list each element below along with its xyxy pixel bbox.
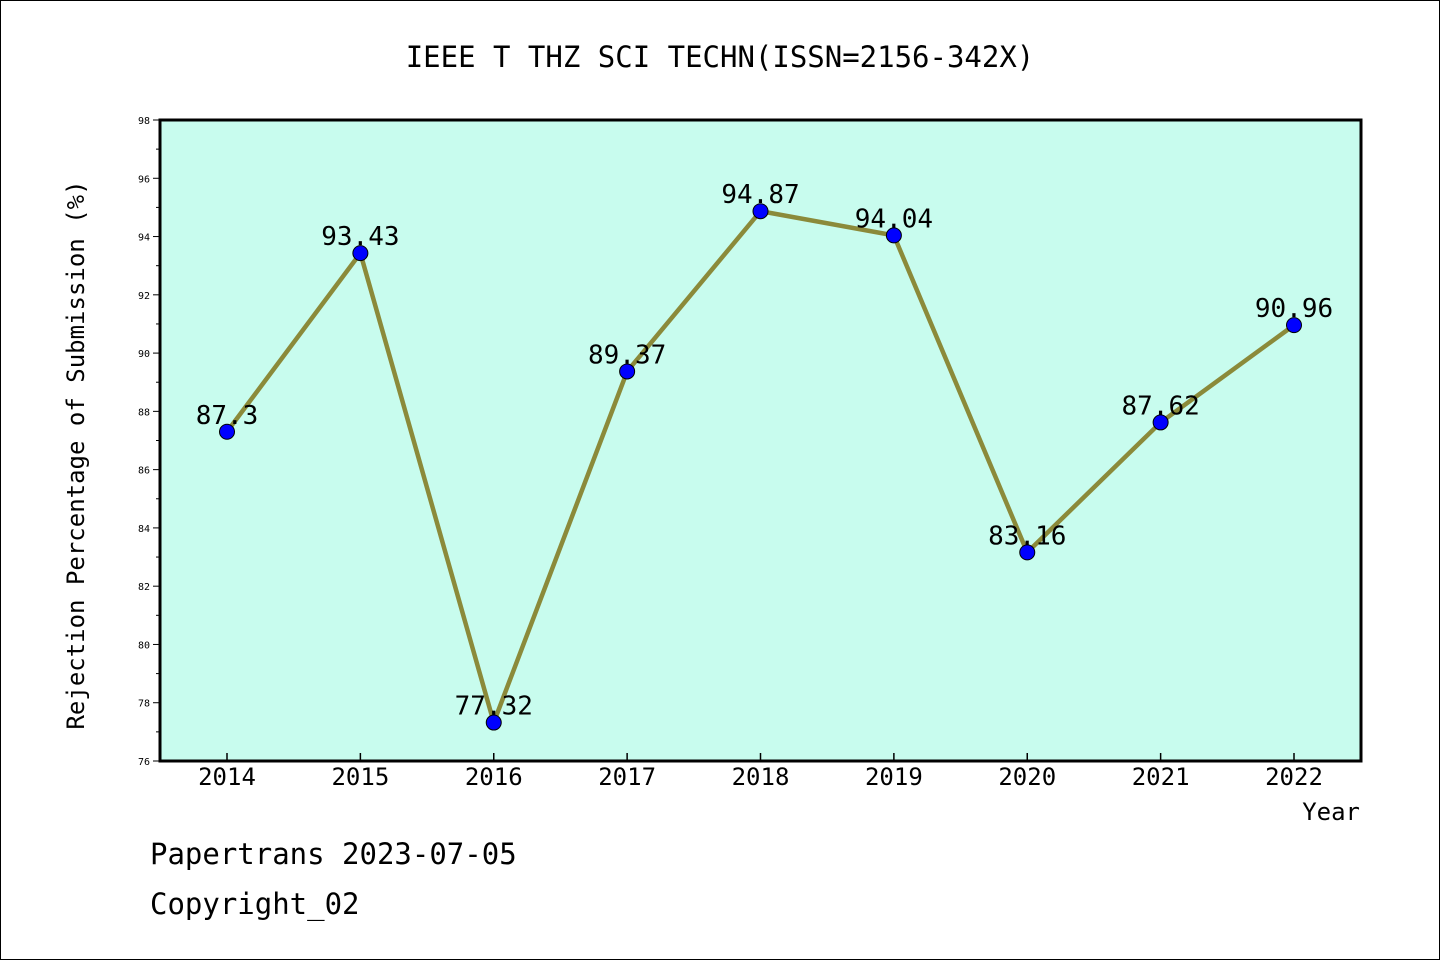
chart-title: IEEE T THZ SCI TECHN(ISSN=2156-342X) bbox=[406, 40, 1035, 74]
data-label-2014: 87.3 bbox=[196, 401, 259, 431]
footer-copyright: Copyright_02 bbox=[150, 887, 360, 922]
data-label-2020: 83.16 bbox=[988, 521, 1066, 551]
data-points bbox=[219, 203, 1302, 731]
x-tick-label-2022: 2022 bbox=[1265, 763, 1323, 791]
data-label-2017: 89.37 bbox=[588, 340, 666, 370]
x-tick-label-2017: 2017 bbox=[598, 763, 656, 791]
y-axis-label: Rejection Percentage of Submission (%) bbox=[62, 180, 90, 729]
x-axis-label: Year bbox=[1302, 798, 1360, 826]
y-tick-label-92: 92 bbox=[138, 291, 150, 302]
data-point-2015 bbox=[352, 245, 369, 262]
data-point-2022 bbox=[1286, 317, 1302, 334]
data-label-2022: 90.96 bbox=[1255, 294, 1333, 324]
y-tick-label-88: 88 bbox=[138, 407, 150, 418]
y-tick-label-94: 94 bbox=[138, 233, 150, 244]
x-tick-label-2019: 2019 bbox=[865, 763, 923, 791]
y-tick-label-78: 78 bbox=[138, 699, 150, 710]
x-tick-label-2014: 2014 bbox=[198, 763, 256, 791]
y-tick-label-84: 84 bbox=[138, 524, 150, 535]
data-point-2021 bbox=[1152, 414, 1169, 431]
data-label-2018: 94.87 bbox=[721, 180, 799, 210]
y-tick-label-96: 96 bbox=[138, 174, 150, 185]
x-tick-label-2020: 2020 bbox=[998, 763, 1056, 791]
x-axis: 2014 2015 2016 2017 2018 2019 2020 2021 2022 bbox=[198, 753, 1323, 791]
y-tick-label-76: 76 bbox=[138, 757, 150, 768]
data-labels: 87.3 93.43 77.32 89.37 94.87 94.04 83.16 87.62 9… bbox=[196, 180, 1333, 721]
data-label-2019: 94.04 bbox=[855, 204, 933, 234]
data-point-2017 bbox=[619, 363, 636, 380]
x-tick-label-2018: 2018 bbox=[732, 763, 790, 791]
data-label-2016: 77.32 bbox=[455, 692, 533, 722]
x-tick-label-2015: 2015 bbox=[331, 763, 389, 791]
x-tick-label-2016: 2016 bbox=[465, 763, 523, 791]
y-tick-label-98: 98 bbox=[138, 116, 150, 127]
data-point-2019 bbox=[885, 227, 902, 244]
y-tick-label-90: 90 bbox=[138, 349, 150, 360]
data-point-2014 bbox=[219, 423, 235, 440]
y-tick-label-82: 82 bbox=[138, 582, 150, 593]
data-label-2015: 93.43 bbox=[321, 222, 399, 252]
data-point-2020 bbox=[1019, 544, 1036, 561]
y-tick-label-80: 80 bbox=[138, 640, 150, 651]
footer-date: Papertrans 2023-07-05 bbox=[150, 837, 517, 871]
data-label-2021: 87.62 bbox=[1121, 391, 1199, 421]
data-point-2018 bbox=[752, 203, 769, 220]
x-tick-label-2021: 2021 bbox=[1132, 763, 1190, 791]
y-tick-label-86: 86 bbox=[138, 466, 150, 477]
plot-area bbox=[158, 118, 1363, 763]
data-point-2016 bbox=[485, 714, 502, 731]
y-axis: 76 78 80 82 84 86 88 90 92 94 96 98 bbox=[138, 116, 160, 768]
